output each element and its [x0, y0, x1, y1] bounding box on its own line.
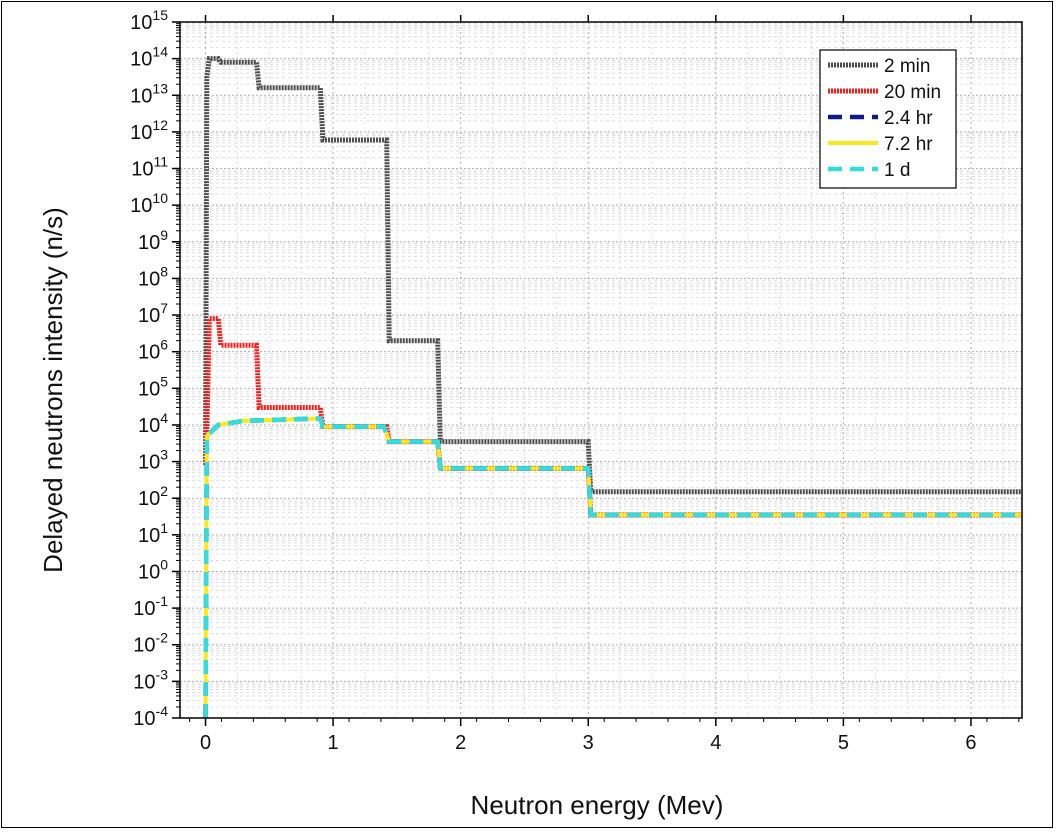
series-line-1	[203, 316, 1022, 518]
axis-ticks: 0 1 2 3 4 5 6 10-4 10-3 10-2 10-1 100 101 102 103 104 10…	[130, 7, 1020, 754]
y-tick-label: 10-3	[133, 666, 168, 693]
legend-label-1: 20 min	[884, 82, 941, 103]
legend-box	[819, 49, 957, 189]
x-tick-label: 2	[455, 732, 466, 754]
y-tick-label: 1010	[130, 190, 168, 217]
x-tick-label: 3	[583, 732, 594, 754]
x-tick-label: 1	[328, 732, 339, 754]
y-tick-label: 1012	[130, 117, 168, 144]
legend-label-0: 2 min	[884, 56, 930, 77]
x-tick-label: 5	[838, 732, 849, 754]
y-tick-label: 108	[138, 263, 168, 290]
legend: 2 min 20 min 2.4 hr 7.2 hr 1 d	[819, 49, 957, 189]
y-tick-label: 1011	[131, 154, 168, 181]
x-tick-label: 6	[965, 732, 976, 754]
x-axis-label: Neutron energy (Mev)	[471, 790, 724, 820]
series-line-4	[203, 416, 1022, 719]
series-line-0	[203, 56, 1022, 495]
y-tick-label: 107	[138, 300, 168, 327]
y-tick-label: 109	[138, 227, 168, 254]
y-tick-label: 10-4	[133, 703, 168, 730]
plot-border	[179, 21, 1023, 719]
legend-label-4: 1 d	[884, 160, 910, 181]
series-layer	[203, 56, 1022, 719]
y-axis-label: Delayed neutrons intensity (n/s)	[38, 207, 68, 573]
y-tick-label: 1015	[130, 7, 168, 34]
y-tick-label: 100	[138, 556, 168, 583]
y-tick-label: 102	[138, 483, 168, 510]
y-tick-label: 106	[138, 337, 168, 364]
y-tick-label: 105	[138, 373, 168, 400]
y-tick-label: 10-1	[133, 593, 168, 620]
legend-label-3: 7.2 hr	[884, 134, 933, 155]
legend-label-2: 2.4 hr	[884, 108, 933, 129]
y-tick-label: 1013	[130, 80, 168, 107]
y-tick-label: 101	[138, 520, 168, 547]
y-tick-label: 104	[138, 410, 168, 437]
y-tick-label: 10-2	[133, 630, 168, 657]
y-tick-label: 1014	[130, 44, 168, 71]
x-tick-label: 4	[710, 732, 721, 754]
x-tick-label: 0	[200, 732, 211, 754]
y-tick-label: 103	[138, 447, 168, 474]
grid	[180, 22, 1022, 719]
